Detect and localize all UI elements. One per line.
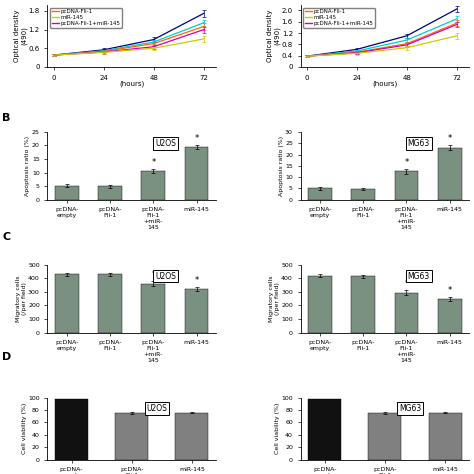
Bar bbox=[185, 289, 209, 333]
X-axis label: (hours): (hours) bbox=[372, 81, 398, 87]
Bar bbox=[115, 413, 148, 460]
Bar bbox=[395, 292, 419, 333]
Bar bbox=[98, 186, 122, 200]
Bar bbox=[308, 189, 332, 200]
Y-axis label: Optical density
(490): Optical density (490) bbox=[14, 9, 27, 62]
Legend: pcDNA-Fli-1, miR-145, pcDNA-Fli-1+miR-145: pcDNA-Fli-1, miR-145, pcDNA-Fli-1+miR-14… bbox=[50, 8, 122, 27]
Text: *: * bbox=[151, 158, 155, 167]
Text: *: * bbox=[194, 134, 199, 143]
Bar bbox=[368, 413, 401, 460]
Bar bbox=[428, 412, 462, 460]
Y-axis label: Apoptosis ratio (%): Apoptosis ratio (%) bbox=[26, 136, 30, 196]
Text: MG63: MG63 bbox=[399, 404, 421, 413]
Text: *: * bbox=[151, 270, 155, 279]
Y-axis label: Cell viability (%): Cell viability (%) bbox=[22, 403, 27, 455]
Text: C: C bbox=[2, 232, 10, 242]
Y-axis label: Cell viability (%): Cell viability (%) bbox=[275, 403, 280, 455]
Text: *: * bbox=[404, 279, 409, 288]
Bar bbox=[438, 148, 462, 200]
Text: U2OS: U2OS bbox=[146, 404, 167, 413]
Bar bbox=[55, 399, 88, 460]
Bar bbox=[351, 189, 375, 200]
Text: U2OS: U2OS bbox=[155, 139, 176, 148]
Bar bbox=[351, 276, 375, 333]
Bar bbox=[175, 412, 209, 460]
Bar bbox=[438, 299, 462, 333]
Text: U2OS: U2OS bbox=[155, 272, 176, 281]
Bar bbox=[395, 172, 419, 200]
Text: *: * bbox=[194, 276, 199, 285]
Legend: pcDNA-Fli-1, miR-145, pcDNA-Fli-1+miR-145: pcDNA-Fli-1, miR-145, pcDNA-Fli-1+miR-14… bbox=[303, 8, 375, 27]
Text: *: * bbox=[447, 135, 452, 144]
Bar bbox=[142, 171, 165, 200]
Bar bbox=[55, 186, 79, 200]
Y-axis label: Apoptosis ratio (%): Apoptosis ratio (%) bbox=[279, 136, 283, 196]
Text: MG63: MG63 bbox=[408, 139, 430, 148]
Y-axis label: Migratory cells
(/per field): Migratory cells (/per field) bbox=[269, 275, 280, 322]
Bar bbox=[185, 147, 209, 200]
Y-axis label: Optical density
(490): Optical density (490) bbox=[267, 9, 280, 62]
Bar bbox=[308, 275, 332, 333]
Text: MG63: MG63 bbox=[408, 272, 430, 281]
Bar bbox=[308, 399, 341, 460]
Text: *: * bbox=[447, 286, 452, 295]
Bar bbox=[142, 284, 165, 333]
Bar bbox=[98, 274, 122, 333]
Text: B: B bbox=[2, 113, 11, 123]
Bar bbox=[55, 274, 79, 333]
X-axis label: (hours): (hours) bbox=[119, 81, 145, 87]
Text: D: D bbox=[2, 352, 12, 362]
Y-axis label: Migratory cells
(/per field): Migratory cells (/per field) bbox=[16, 275, 27, 322]
Text: *: * bbox=[404, 158, 409, 167]
